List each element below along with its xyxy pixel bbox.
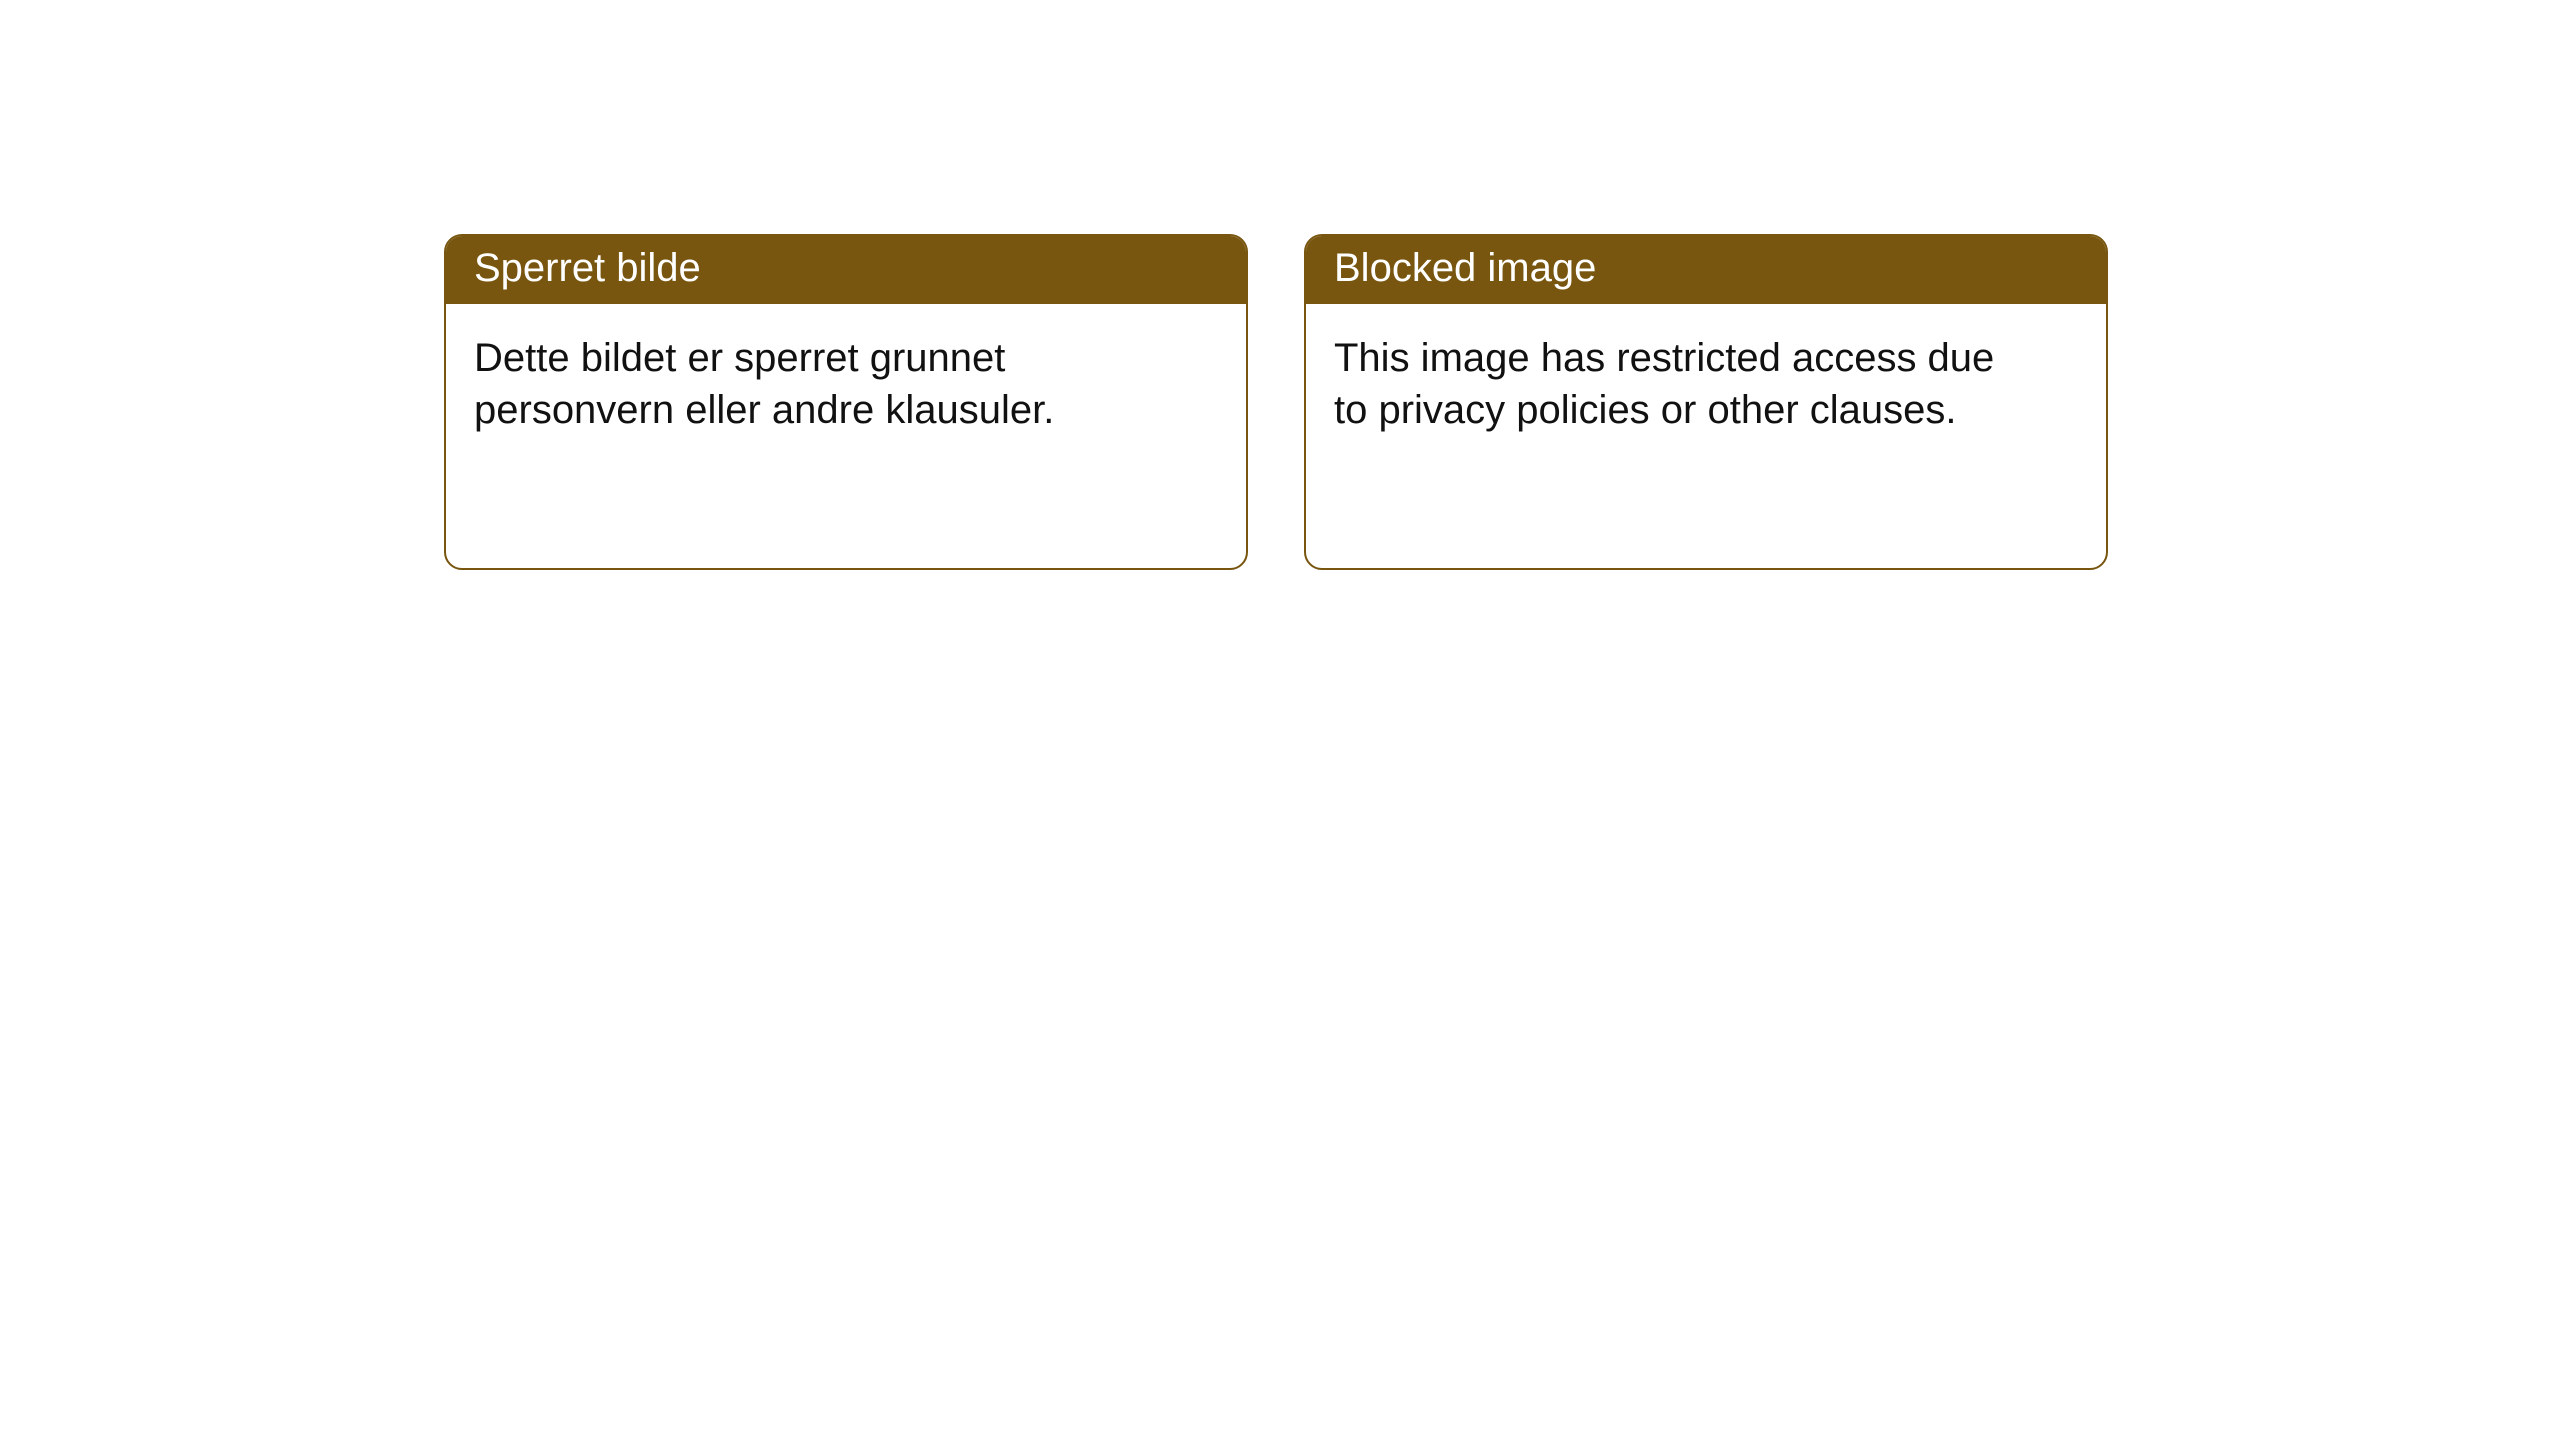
- notice-title-en: Blocked image: [1306, 236, 2106, 304]
- notice-body-en: This image has restricted access due to …: [1306, 304, 2026, 464]
- notice-card-no: Sperret bilde Dette bildet er sperret gr…: [444, 234, 1248, 570]
- notice-container: Sperret bilde Dette bildet er sperret gr…: [0, 0, 2560, 570]
- notice-card-en: Blocked image This image has restricted …: [1304, 234, 2108, 570]
- notice-body-no: Dette bildet er sperret grunnet personve…: [446, 304, 1166, 464]
- notice-title-no: Sperret bilde: [446, 236, 1246, 304]
